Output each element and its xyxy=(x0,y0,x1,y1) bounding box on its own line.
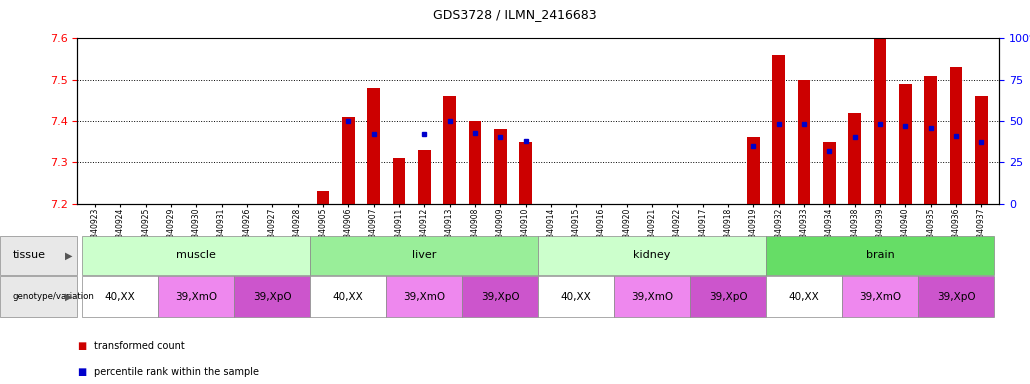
Text: muscle: muscle xyxy=(176,250,216,260)
Text: 40,XX: 40,XX xyxy=(789,291,820,302)
Text: genotype/variation: genotype/variation xyxy=(12,292,94,301)
Text: kidney: kidney xyxy=(633,250,671,260)
Text: liver: liver xyxy=(412,250,437,260)
Bar xyxy=(443,96,456,204)
Bar xyxy=(493,129,507,204)
Text: 39,XpO: 39,XpO xyxy=(709,291,748,302)
Bar xyxy=(823,142,835,204)
Text: 40,XX: 40,XX xyxy=(560,291,591,302)
Text: 39,XpO: 39,XpO xyxy=(936,291,975,302)
Bar xyxy=(392,158,405,204)
Bar xyxy=(519,142,531,204)
Text: 39,XpO: 39,XpO xyxy=(481,291,519,302)
Text: 39,XpO: 39,XpO xyxy=(253,291,291,302)
Text: transformed count: transformed count xyxy=(94,341,184,351)
Text: GDS3728 / ILMN_2416683: GDS3728 / ILMN_2416683 xyxy=(434,8,596,21)
Bar xyxy=(849,113,861,204)
Text: brain: brain xyxy=(865,250,894,260)
Text: ■: ■ xyxy=(77,367,87,377)
Text: 39,XmO: 39,XmO xyxy=(631,291,674,302)
Text: ▶: ▶ xyxy=(65,291,73,302)
Bar xyxy=(368,88,380,204)
Bar xyxy=(747,137,760,204)
Bar xyxy=(899,84,912,204)
Bar xyxy=(798,79,811,204)
Bar xyxy=(950,67,962,204)
Text: ▶: ▶ xyxy=(65,250,73,260)
Bar xyxy=(469,121,481,204)
Bar xyxy=(418,150,431,204)
Text: tissue: tissue xyxy=(12,250,45,260)
Text: 39,XmO: 39,XmO xyxy=(175,291,217,302)
Bar xyxy=(975,96,988,204)
Bar xyxy=(772,55,785,204)
Text: 39,XmO: 39,XmO xyxy=(859,291,901,302)
Bar xyxy=(873,0,887,204)
Text: percentile rank within the sample: percentile rank within the sample xyxy=(94,367,259,377)
Text: 40,XX: 40,XX xyxy=(105,291,136,302)
Text: 40,XX: 40,XX xyxy=(333,291,364,302)
Bar xyxy=(924,76,937,204)
Text: ■: ■ xyxy=(77,341,87,351)
Text: 39,XmO: 39,XmO xyxy=(403,291,445,302)
Bar xyxy=(316,191,330,204)
Bar xyxy=(342,117,354,204)
